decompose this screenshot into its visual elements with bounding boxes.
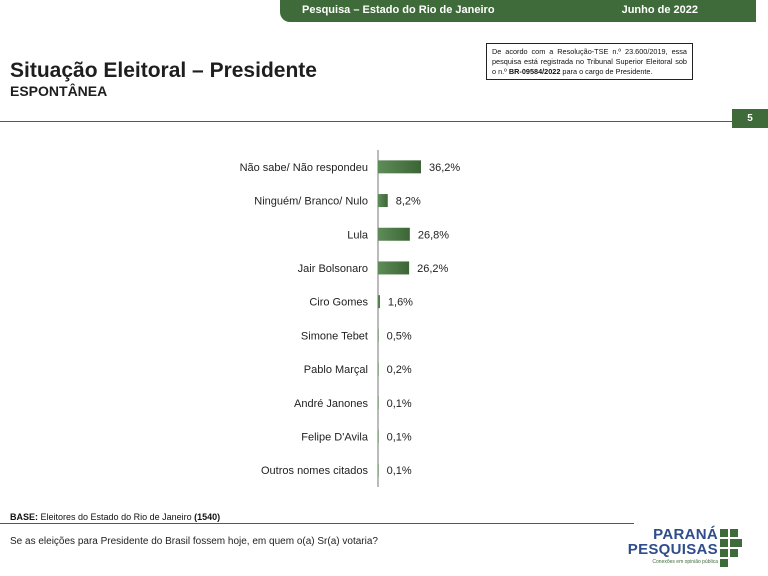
value-label: 0,5% (387, 330, 412, 342)
bar (378, 227, 410, 241)
base-label: BASE: (10, 512, 39, 522)
value-label: 0,2% (387, 364, 412, 376)
header-bar: Pesquisa – Estado do Rio de Janeiro Junh… (280, 0, 756, 22)
bar (378, 328, 379, 342)
value-label: 0,1% (387, 398, 412, 410)
survey-name: Pesquisa – Estado do Rio de Janeiro (302, 4, 495, 16)
category-label: Simone Tebet (301, 330, 368, 342)
value-label: 36,2% (429, 162, 460, 174)
value-label: 26,2% (417, 263, 448, 275)
bar (378, 429, 379, 443)
base-text: Eleitores do Estado do Rio de Janeiro (38, 512, 195, 522)
value-label: 0,1% (387, 465, 412, 477)
category-label: Outros nomes citados (261, 465, 368, 477)
bar (378, 295, 380, 309)
logo-mark-icon (720, 529, 742, 567)
bar (378, 396, 379, 410)
parana-pesquisas-logo: PARANÁ PESQUISAS Conexões em opinião púb… (628, 526, 748, 573)
page-subtitle: ESPONTÂNEA (10, 83, 108, 99)
bar (378, 194, 388, 208)
logo-tagline: Conexões em opinião pública (652, 559, 718, 565)
header-divider (0, 121, 732, 122)
bar (378, 463, 379, 477)
page-title: Situação Eleitoral – Presidente (10, 59, 317, 82)
category-label: Felipe D'Avila (301, 431, 369, 443)
logo-line-1: PARANÁ (653, 526, 718, 543)
value-label: 0,1% (387, 431, 412, 443)
notice-text: De acordo com a Resolução-TSE n.º 23.600… (492, 47, 687, 76)
value-label: 8,2% (396, 196, 421, 208)
survey-date: Junho de 2022 (621, 4, 698, 16)
category-label: Lula (347, 229, 369, 241)
category-label: Não sabe/ Não respondeu (240, 162, 368, 174)
registration-number: BR-09584/2022 (508, 67, 561, 76)
category-label: André Janones (294, 398, 368, 410)
category-label: Ciro Gomes (309, 297, 368, 309)
base-count: (1540) (194, 512, 221, 522)
notice-text-end: para o cargo de Presidente. (560, 67, 653, 76)
logo-line-2: PESQUISAS (627, 541, 718, 558)
category-label: Jair Bolsonaro (298, 263, 368, 275)
footer-divider (0, 523, 634, 524)
category-label: Ninguém/ Branco/ Nulo (254, 196, 368, 208)
base-note: BASE: Eleitores do Estado do Rio de Jane… (10, 512, 220, 522)
value-label: 1,6% (388, 297, 413, 309)
survey-question: Se as eleições para Presidente do Brasil… (10, 536, 378, 547)
category-label: Pablo Marçal (304, 364, 368, 376)
bar (378, 261, 410, 275)
page-number: 5 (732, 109, 768, 128)
bar (378, 362, 379, 376)
registration-notice: De acordo com a Resolução-TSE n.º 23.600… (486, 43, 693, 80)
bar-chart: Não sabe/ Não respondeu 36,2% Ninguém/ Bra… (240, 150, 460, 487)
value-label: 26,8% (418, 229, 449, 241)
bar (378, 160, 421, 174)
